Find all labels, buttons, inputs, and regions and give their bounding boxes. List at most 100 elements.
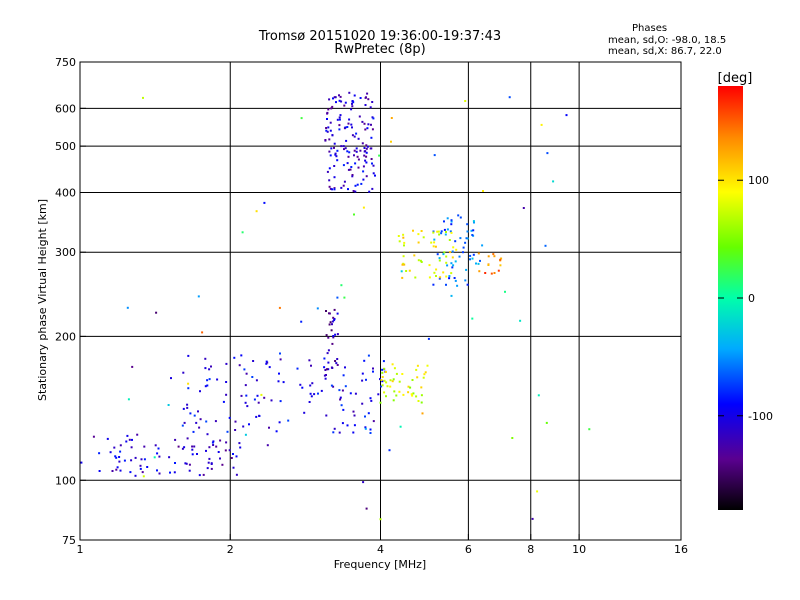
data-point: [244, 433, 247, 436]
data-point: [365, 155, 368, 158]
y-tick-label: 100: [55, 474, 76, 487]
data-point: [363, 359, 366, 362]
data-point: [234, 420, 237, 423]
data-point: [552, 180, 555, 183]
data-point: [448, 239, 451, 241]
data-point: [421, 412, 424, 415]
data-point: [355, 132, 358, 135]
data-point: [415, 395, 418, 398]
data-point: [338, 389, 341, 392]
data-point: [317, 392, 319, 395]
data-point: [370, 147, 373, 150]
data-point: [334, 333, 337, 336]
data-point: [366, 127, 369, 130]
data-point: [139, 464, 142, 467]
data-point: [197, 410, 199, 413]
data-point: [363, 122, 366, 125]
data-point: [362, 481, 365, 484]
data-point: [338, 116, 341, 119]
data-point: [333, 187, 336, 190]
data-point: [422, 236, 425, 239]
data-point: [316, 307, 319, 310]
data-point: [445, 255, 448, 258]
data-point: [242, 425, 245, 428]
data-point: [381, 368, 384, 371]
data-point: [219, 439, 222, 442]
data-point: [256, 394, 259, 397]
data-point: [508, 96, 511, 99]
data-point: [336, 159, 339, 162]
data-point: [235, 455, 238, 458]
data-point: [186, 437, 189, 440]
data-point: [323, 366, 326, 369]
data-point: [143, 458, 146, 461]
data-point: [328, 150, 331, 153]
data-point: [401, 276, 404, 279]
data-point: [142, 96, 144, 99]
data-point: [187, 382, 190, 385]
data-point: [353, 424, 356, 427]
data-point: [204, 385, 207, 388]
data-point: [409, 386, 412, 389]
data-point: [146, 466, 149, 468]
data-point: [433, 238, 436, 241]
data-point: [411, 394, 414, 397]
data-point: [383, 367, 386, 370]
data-point: [420, 401, 423, 404]
data-point: [469, 254, 472, 257]
data-point: [471, 317, 474, 320]
data-point: [370, 136, 373, 139]
data-point: [328, 167, 331, 170]
data-point: [240, 354, 243, 357]
data-point: [367, 123, 370, 126]
data-point: [340, 100, 343, 103]
data-point: [201, 331, 204, 334]
data-point: [330, 329, 333, 332]
data-point: [233, 356, 236, 359]
data-point: [182, 407, 185, 410]
x-tick-label: 8: [527, 543, 534, 556]
data-point: [351, 105, 354, 108]
data-point: [353, 135, 356, 138]
data-point: [340, 186, 343, 189]
data-point: [140, 458, 143, 461]
data-point: [417, 259, 420, 262]
data-point: [143, 445, 146, 448]
data-point: [588, 428, 591, 431]
data-point: [111, 470, 114, 472]
data-point: [442, 253, 445, 256]
data-point: [278, 372, 280, 375]
data-point: [401, 373, 404, 375]
data-point: [303, 411, 306, 414]
data-point: [191, 448, 194, 451]
stats-o-line: mean, sd,O: -98.0, 18.5: [608, 35, 726, 46]
data-points: [80, 91, 591, 521]
data-point: [475, 262, 477, 265]
data-point: [216, 378, 219, 381]
data-point: [372, 420, 375, 423]
data-point: [455, 248, 458, 251]
data-point: [241, 231, 244, 234]
data-point: [361, 379, 364, 382]
data-point: [466, 283, 469, 286]
data-point: [348, 151, 351, 154]
data-point: [457, 214, 460, 217]
data-point: [174, 462, 176, 464]
data-point: [499, 264, 502, 267]
data-point: [536, 490, 539, 493]
data-point: [338, 431, 341, 434]
data-point: [327, 349, 330, 352]
data-point: [225, 393, 228, 396]
data-point: [139, 467, 142, 470]
data-point: [362, 170, 365, 173]
data-point: [207, 461, 210, 464]
data-point: [371, 128, 374, 131]
data-point: [326, 118, 328, 120]
data-point: [326, 130, 329, 133]
stats-x-line: mean, sd,X: 86.7, 22.0: [608, 46, 722, 57]
data-point: [193, 445, 196, 448]
data-point: [329, 121, 332, 124]
data-point: [188, 463, 191, 466]
data-point: [255, 210, 258, 213]
data-point: [205, 449, 207, 452]
